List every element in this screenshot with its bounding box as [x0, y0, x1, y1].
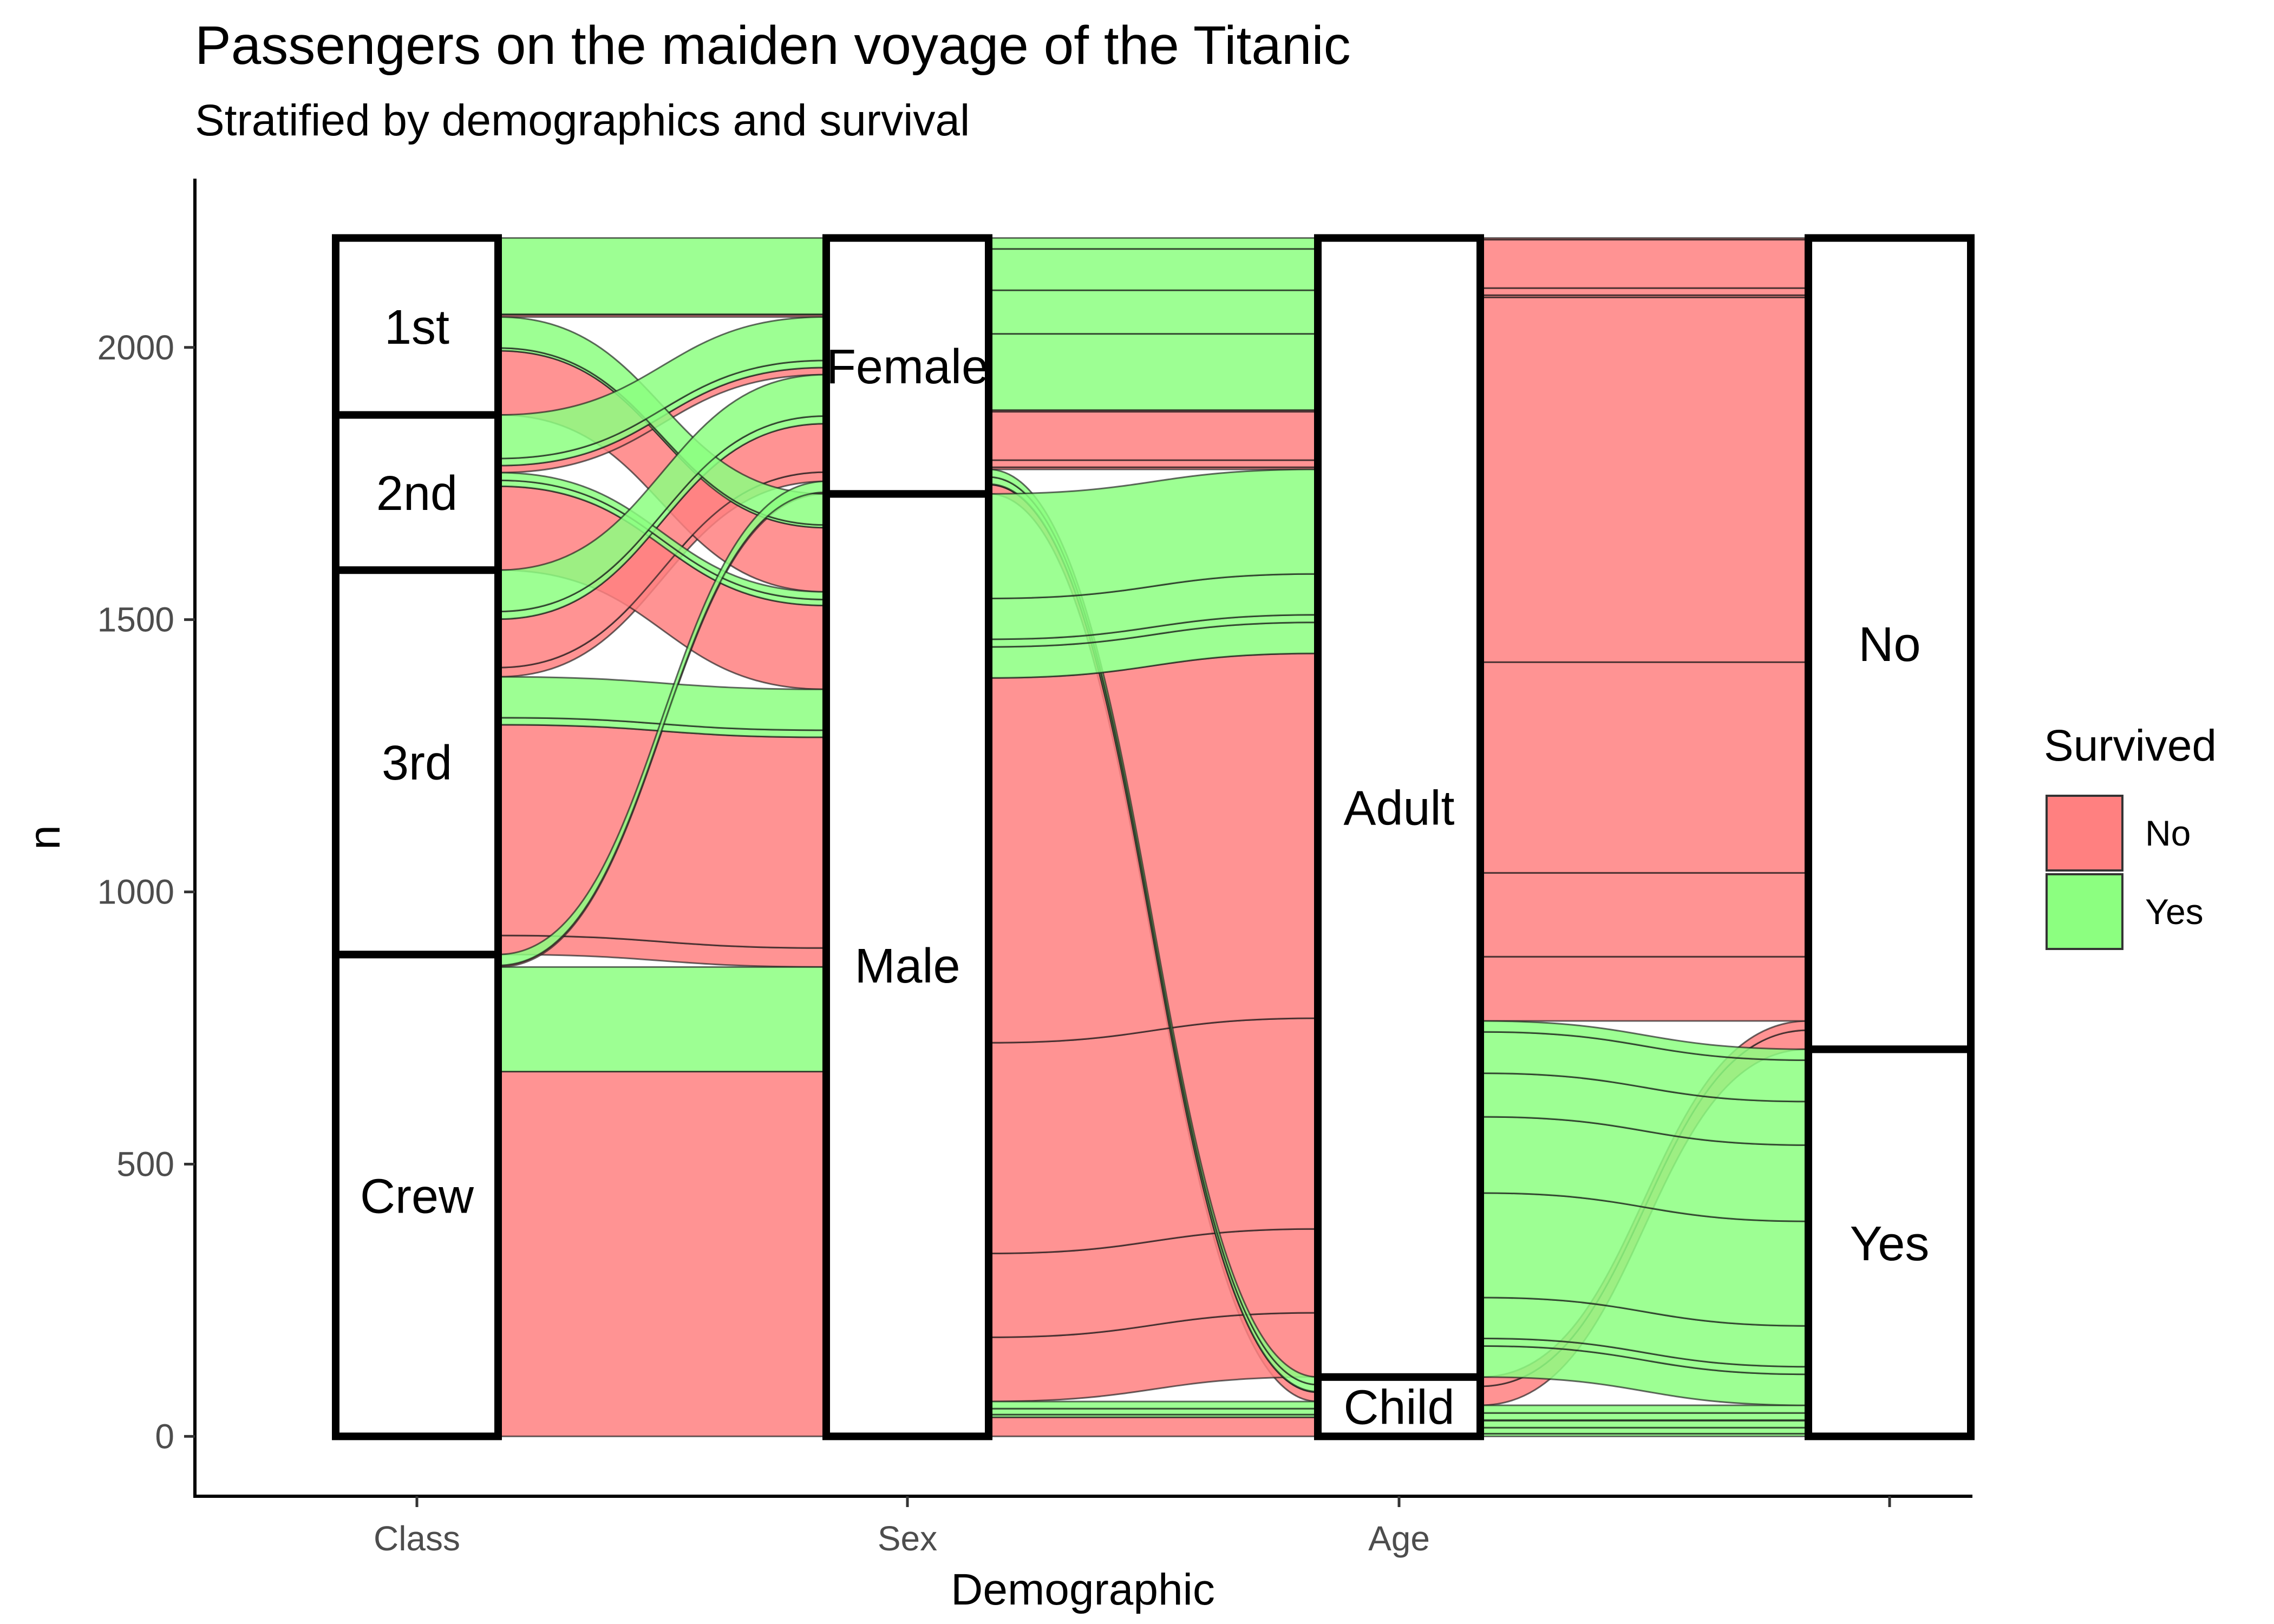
chart-title: Passengers on the maiden voyage of the T…: [195, 15, 1351, 76]
y-tick-label-500: 500: [116, 1144, 174, 1183]
flow-sex-female-to-adult-yes: [988, 289, 1319, 335]
stratum-box-3rd: [332, 566, 502, 959]
y-tick-label-1500: 1500: [97, 600, 174, 639]
legend-label-no: No: [2145, 813, 2191, 853]
y-axis-ticks: 0 500 1000 1500 2000: [97, 328, 195, 1456]
flow-age-adult-to-no-no: [1479, 239, 1809, 289]
flow-age-adult-to-no-no: [1479, 872, 1809, 958]
flow-sex-female-to-adult-yes: [988, 248, 1319, 291]
flow-age-child-to-yes-yes: [1479, 1404, 1809, 1414]
flow-age-adult-to-no-no: [1479, 296, 1809, 663]
flow-class-crew-to-male-yes: [497, 966, 827, 1072]
stratum-label-adult: Adult: [1343, 782, 1454, 836]
x-axis-title: Demographic: [951, 1565, 1215, 1614]
flow-age-adult-to-no-no: [1479, 955, 1809, 1022]
flow-sex-female-to-adult-no: [988, 459, 1319, 468]
legend-label-yes: Yes: [2145, 892, 2204, 932]
flow-class-3rd-to-male-no: [497, 724, 827, 949]
stratum-label-1st: 1st: [384, 300, 449, 355]
flow-age-child-to-yes-yes: [1479, 1412, 1809, 1421]
legend-swatch-no: [2046, 795, 2123, 872]
stratum-label-3rd: 3rd: [382, 736, 452, 790]
stratum-box-1st: [332, 234, 502, 419]
stratum-box-female: [822, 234, 992, 498]
legend-title: Survived: [2044, 721, 2217, 770]
x-tick-label-age: Age: [1368, 1519, 1430, 1558]
y-tick-label-0: 0: [155, 1417, 174, 1456]
legend-swatch-yes: [2046, 873, 2123, 950]
flow-age-adult-to-no-no: [1479, 287, 1809, 296]
flow-class-1st-to-female-yes: [497, 237, 827, 315]
stratum-label-yes: Yes: [1850, 1217, 1930, 1271]
flow-sex-female-to-adult-no: [988, 410, 1319, 461]
flow-sex-male-to-adult-no: [988, 652, 1319, 1044]
legend: Survived No Yes: [2044, 721, 2217, 950]
stratum-box-male: [822, 490, 992, 1440]
flow-sex-female-to-adult-yes: [988, 333, 1319, 411]
stratum-label-female: Female: [826, 340, 989, 394]
y-tick-label-2000: 2000: [97, 328, 174, 367]
stratum-box-crew: [332, 951, 502, 1440]
x-tick-label-class: Class: [374, 1519, 460, 1558]
flow-group: [497, 237, 1809, 1437]
flow-age-adult-to-no-no: [1479, 237, 1809, 241]
flow-sex-male-to-child-yes: [988, 1400, 1319, 1410]
flow-class-crew-to-male-no: [497, 1070, 827, 1437]
stratum-box-adult: [1314, 234, 1484, 1381]
flow-sex-female-to-adult-yes: [988, 237, 1319, 250]
flow-sex-male-to-child-yes: [988, 1407, 1319, 1416]
x-tick-label-sex: Sex: [878, 1519, 937, 1558]
x-axis-ticks: Class Sex Age: [374, 1496, 1891, 1558]
flow-age-child-to-yes-yes: [1479, 1426, 1809, 1435]
stratum-label-no: No: [1858, 618, 1920, 672]
stratum-box-no: [1805, 234, 1975, 1053]
stratum-box-2nd: [332, 411, 502, 574]
stratum-label-male: Male: [854, 939, 960, 993]
flow-age-adult-to-no-no: [1479, 661, 1809, 874]
stratum-label-child: Child: [1343, 1381, 1454, 1435]
stratum-label-2nd: 2nd: [376, 467, 458, 521]
y-tick-label-1000: 1000: [97, 873, 174, 912]
y-axis-title: n: [20, 825, 69, 850]
stratum-label-crew: Crew: [360, 1169, 474, 1223]
chart-subtitle: Stratified by demographics and survival: [195, 96, 970, 145]
flow-sex-male-to-child-no: [988, 1416, 1319, 1437]
stratum-group: Crew 3rd 2nd 1st Male Female Child Adult Yes No: [332, 234, 1975, 1440]
flow-age-child-to-yes-yes: [1479, 1419, 1809, 1429]
flow-sex-male-to-adult-no: [988, 1017, 1319, 1254]
